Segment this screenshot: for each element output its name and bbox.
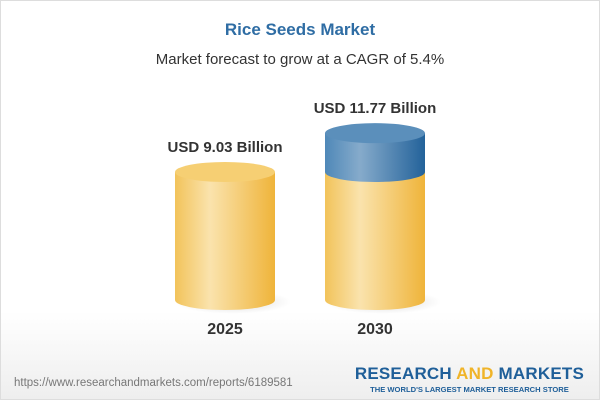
source-url[interactable]: https://www.researchandmarkets.com/repor… xyxy=(14,377,293,389)
chart-title: Rice Seeds Market xyxy=(224,20,376,39)
cylinder-top-2025 xyxy=(175,162,275,182)
cylinder-top-2030 xyxy=(325,123,425,144)
data-label: USD 11.77 Billion xyxy=(314,100,437,117)
cylinder-body-2025 xyxy=(175,172,275,310)
brand-logo: RESEARCH AND MARKETS THE WORLD'S LARGEST… xyxy=(354,364,584,394)
category-label: 2025 xyxy=(207,321,243,338)
cylinder-growth-2030 xyxy=(325,133,425,182)
data-label: USD 9.03 Billion xyxy=(167,139,282,156)
chart-subtitle: Market forecast to grow at a CAGR of 5.4… xyxy=(155,51,445,68)
category-label: 2030 xyxy=(357,321,393,338)
cylinder-body-2030 xyxy=(325,172,425,310)
